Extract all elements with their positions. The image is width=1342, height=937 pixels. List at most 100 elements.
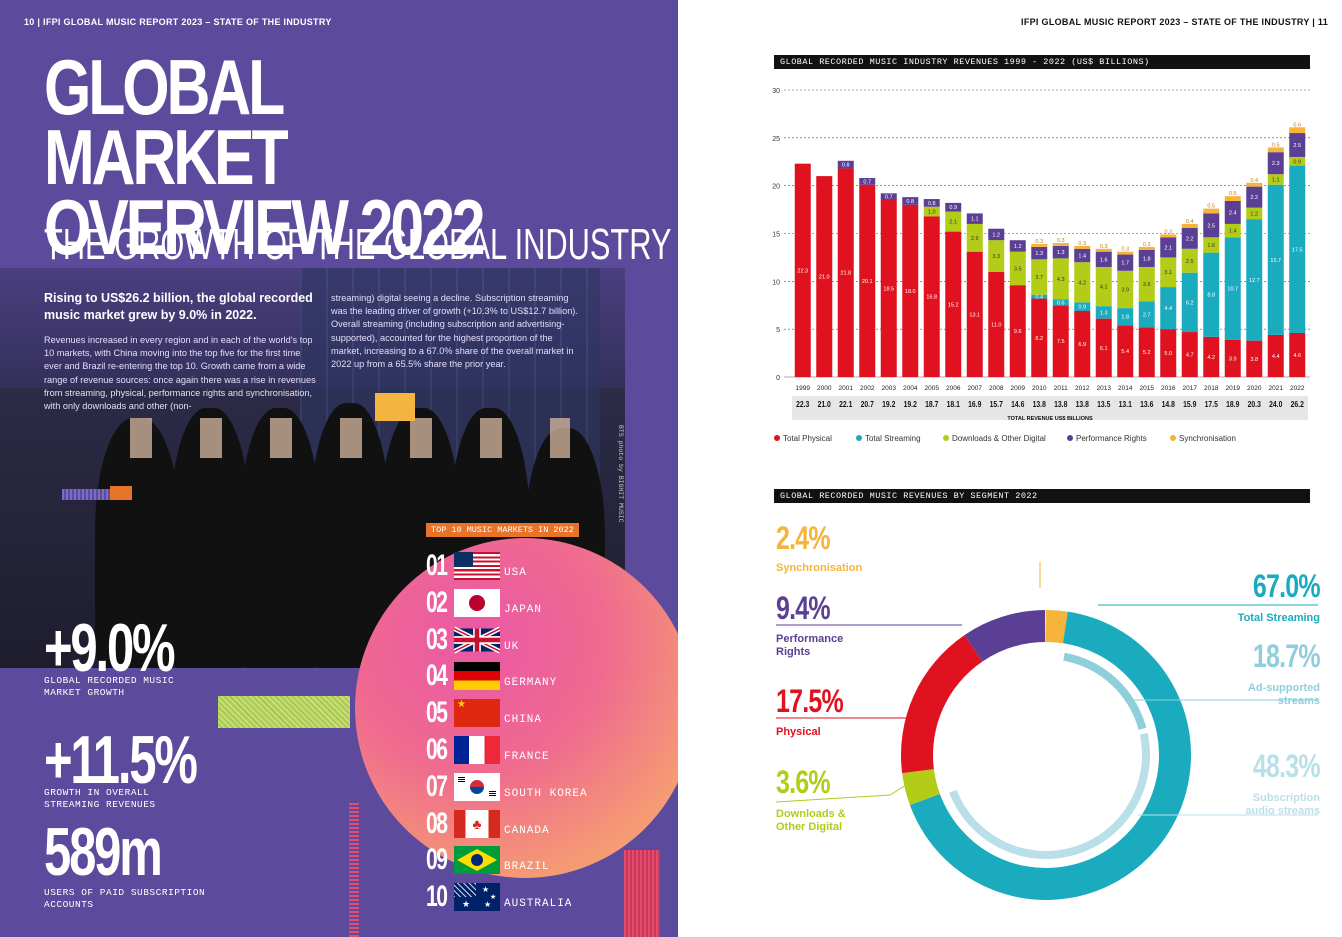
bar-value-label: 0.4 — [1250, 178, 1258, 184]
x-tick-label: 2022 — [1290, 385, 1305, 392]
bar-value-label: 0.9 — [949, 205, 957, 211]
legend-label: Total Physical — [783, 434, 832, 443]
bar-value-label: 9.6 — [1014, 329, 1022, 335]
japan-flag — [454, 588, 500, 617]
stat-label-line: GROWTH IN OVERALL — [44, 787, 150, 798]
running-head-right: IFPI GLOBAL MUSIC REPORT 2023 – STATE OF… — [1021, 17, 1328, 27]
stat-subscribers-value: 589m — [44, 814, 163, 890]
x-tick-label: 2016 — [1161, 385, 1176, 392]
leader-line — [775, 774, 923, 803]
bar-value-label: 0.6 — [1057, 300, 1065, 306]
bar-segment — [1203, 252, 1220, 337]
bar-segment — [1181, 227, 1198, 249]
bar-value-label: 10.7 — [1227, 287, 1238, 293]
bar-value-label: 0.5 — [1272, 142, 1280, 148]
bar-segment — [1224, 339, 1241, 377]
legend-swatch — [943, 435, 949, 441]
total-label: 13.8 — [1076, 399, 1089, 409]
top10-rank: 10 — [426, 880, 448, 914]
bar-value-label: 3.8 — [1250, 357, 1258, 363]
x-tick-label: 2011 — [1054, 385, 1068, 392]
bar-segment — [880, 193, 897, 201]
bar-segment — [1074, 262, 1091, 303]
donut-slice — [901, 635, 983, 774]
bar-segment — [1138, 266, 1155, 302]
total-label: 13.6 — [1140, 399, 1153, 409]
bar-segment — [923, 216, 940, 377]
legend-item: Performance Rights — [1067, 434, 1147, 443]
bar-segment — [1160, 329, 1177, 377]
bar-segment — [1224, 196, 1241, 201]
legend-item: Total Physical — [774, 434, 832, 443]
bar-value-label: 0.6 — [1293, 122, 1301, 128]
bar-segment — [837, 160, 854, 169]
phys-pct: 17.5% — [776, 683, 844, 719]
bar-value-label: 1.0 — [928, 209, 936, 215]
bar-segment — [988, 240, 1005, 272]
france-flag — [454, 736, 500, 764]
top10-rank: 07 — [426, 769, 448, 803]
stat-market-growth-value: +9.0% — [44, 610, 176, 686]
bar-value-label: 3.9 — [1229, 356, 1237, 362]
top10-country: CHINA — [504, 714, 543, 727]
bar-value-label: 4.3 — [1057, 277, 1065, 283]
x-tick-label: 2019 — [1226, 385, 1241, 392]
bar-value-label: 6.2 — [1186, 300, 1194, 306]
title-line-1: GLOBAL MARKET — [44, 43, 289, 201]
bar-value-label: 2.4 — [1229, 210, 1237, 216]
bar-segment — [1074, 302, 1091, 311]
sync-pct: 2.4% — [776, 520, 831, 556]
stat-label-line: ACCOUNTS — [44, 899, 94, 910]
top10-rank: 03 — [426, 622, 448, 656]
y-tick-label: 0 — [776, 375, 780, 382]
bar-value-label: 0.8 — [842, 163, 850, 169]
bar-value-label: 1.8 — [1143, 256, 1151, 262]
top10-rank: 02 — [426, 585, 448, 619]
bar-value-label: 5.0 — [1164, 351, 1172, 357]
ad-label-line: streams — [1277, 695, 1320, 707]
bar-value-label: 4.7 — [1186, 353, 1194, 359]
running-head-left: 10 | IFPI GLOBAL MUSIC REPORT 2023 – STA… — [24, 17, 332, 27]
bar-value-label: 0.3 — [1035, 239, 1043, 245]
y-tick-label: 25 — [772, 136, 780, 143]
x-tick-label: 2012 — [1075, 385, 1090, 392]
bar-segment — [1160, 234, 1177, 238]
top10-country: CANADA — [504, 824, 550, 837]
total-label: 13.1 — [1119, 399, 1132, 409]
bar-segment — [1009, 285, 1026, 377]
dl-label-line: Other Digital — [776, 821, 843, 833]
bar-segment — [859, 178, 876, 185]
bar-value-label: 3.6 — [1143, 282, 1151, 288]
bar-segment — [1117, 270, 1134, 309]
bar-value-label: 1.3 — [1100, 310, 1108, 316]
bar-segment — [1246, 182, 1263, 187]
bar-segment — [1095, 306, 1112, 319]
bar-segment — [1095, 318, 1112, 377]
top10-country: SOUTH KOREA — [504, 787, 588, 800]
bar-segment — [1203, 208, 1220, 214]
page-title: GLOBAL MARKET OVERVIEW 2022 — [44, 43, 512, 266]
legend-swatch — [856, 435, 862, 441]
bar-segment — [1267, 152, 1284, 175]
bar-value-label: 1.2 — [992, 232, 1000, 238]
legend-item: Downloads & Other Digital — [943, 434, 1046, 443]
decor-block-orange — [110, 486, 132, 500]
total-label: 13.5 — [1097, 399, 1110, 409]
bar-value-label: 6.9 — [1078, 342, 1086, 348]
decor-block-yellow — [375, 393, 415, 421]
total-label: 22.3 — [796, 399, 809, 409]
inner-ring-segment — [1063, 652, 1147, 730]
bar-value-label: 1.6 — [1100, 257, 1108, 263]
total-label: 15.7 — [990, 399, 1003, 409]
sub-pct: 48.3% — [1253, 748, 1321, 784]
bar-segment — [1181, 223, 1198, 228]
total-label: 26.2 — [1291, 399, 1304, 409]
top10-country: UK — [504, 640, 520, 653]
intro-paragraph-2: streaming) digital seeing a decline. Sub… — [331, 293, 578, 370]
perf-pct: 9.4% — [776, 590, 831, 626]
bar-value-label: 4.4 — [1164, 306, 1172, 312]
ad-pct: 18.7% — [1253, 638, 1321, 674]
bar-segment — [1009, 240, 1026, 252]
total-label: 17.5 — [1205, 399, 1218, 409]
total-label: 18.7 — [925, 399, 938, 409]
